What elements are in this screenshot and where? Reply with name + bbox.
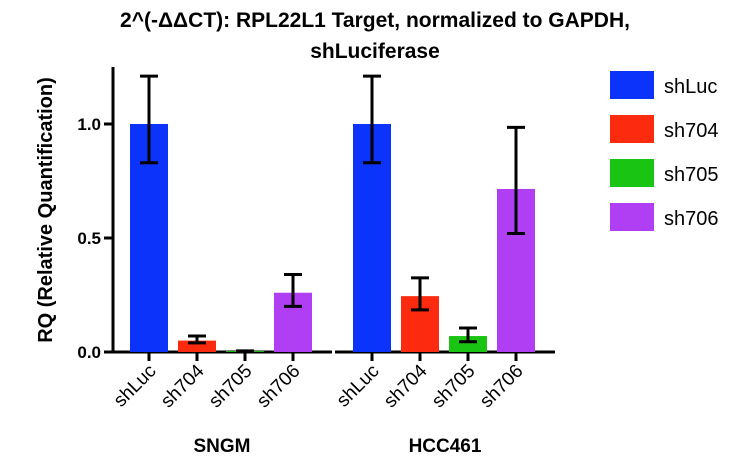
legend-label-sh706: sh706 <box>664 208 719 230</box>
x-category-label-sngm-shluc: shLuc <box>110 361 161 412</box>
bar-sngm-sh704 <box>178 340 216 352</box>
legend-label-sh705: sh705 <box>664 164 719 186</box>
y-tick-label-0: 0.0 <box>77 343 101 362</box>
y-tick-label-2: 1.0 <box>77 115 101 134</box>
legend-label-sh704: sh704 <box>664 120 719 142</box>
x-category-label-hcc461-sh704: sh704 <box>380 360 432 412</box>
group-label-hcc461: HCC461 <box>409 436 482 457</box>
x-category-label-hcc461-shluc: shLuc <box>333 361 384 412</box>
group-label-sngm: SNGM <box>194 436 251 457</box>
x-category-label-hcc461-sh705: sh705 <box>428 361 479 412</box>
plot-area: 0.00.51.0shLucsh704sh705sh706SNGMshLucsh… <box>77 67 555 457</box>
chart-title-line-1: 2^(-ΔΔCT): RPL22L1 Target, normalized to… <box>120 9 630 32</box>
x-category-label-sngm-sh705: sh705 <box>205 361 256 412</box>
y-axis-label: RQ (Relative Quantification) <box>35 77 57 343</box>
legend-swatch-sh706 <box>610 203 654 231</box>
legend-swatch-sh705 <box>610 159 654 187</box>
bar-hcc461-sh705 <box>449 336 487 352</box>
legend-swatch-shluc <box>610 71 654 99</box>
legend-swatch-sh704 <box>610 115 654 143</box>
x-category-label-sngm-sh704: sh704 <box>157 360 209 412</box>
x-category-label-sngm-sh706: sh706 <box>253 361 304 412</box>
x-category-label-hcc461-sh706: sh706 <box>476 361 527 412</box>
y-tick-label-1: 0.5 <box>77 229 101 248</box>
legend-label-shluc: shLuc <box>664 76 717 98</box>
chart-title-line-2: shLuciferase <box>310 40 440 63</box>
legend: shLuc sh704 sh705 sh706 <box>610 71 719 231</box>
